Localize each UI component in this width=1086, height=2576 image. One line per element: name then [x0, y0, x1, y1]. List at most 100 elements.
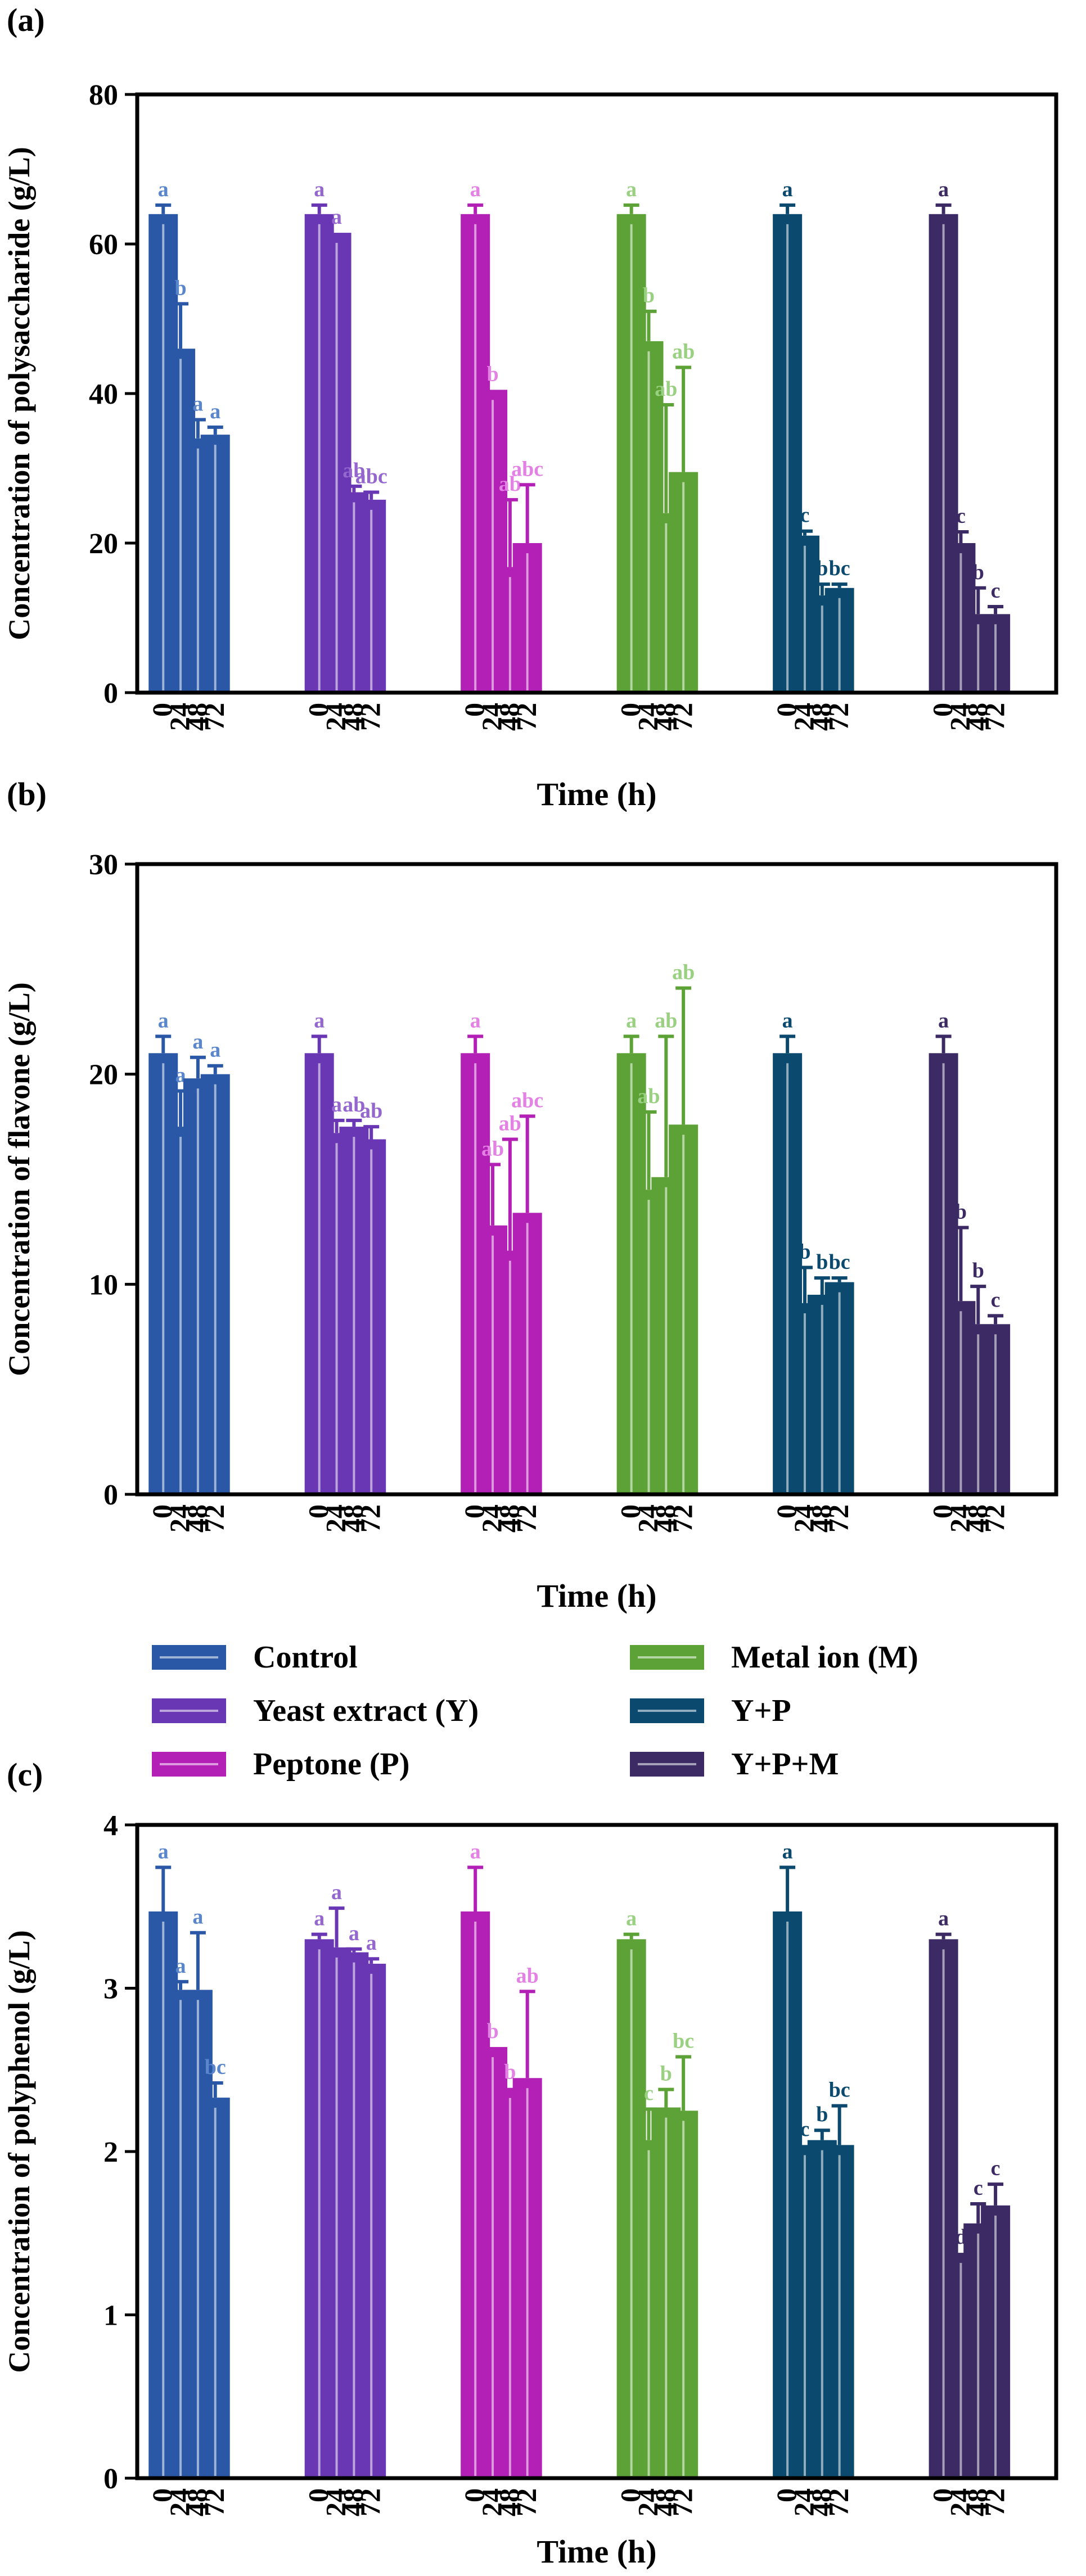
significance-label: a	[626, 178, 637, 201]
y-tick-label: 0	[103, 2463, 118, 2495]
x-tick-label: 0	[303, 2488, 334, 2502]
panel-letter: (b)	[7, 776, 47, 812]
y-tick-label: 20	[89, 528, 118, 560]
y-tick-label: 40	[89, 378, 118, 410]
significance-label: bc	[673, 2030, 694, 2053]
x-tick-label: 48	[805, 703, 837, 731]
significance-label: abc	[355, 465, 387, 489]
x-tick-label: 72	[354, 2488, 386, 2516]
chart-panel-2: (b) 0 10 20 30 Concentration of flavone (g/L)…	[2, 776, 1058, 1614]
y-axis-label: Concentration of flavone (g/L)	[2, 982, 36, 1376]
y-tick-label: 3	[103, 1973, 118, 2005]
x-tick-label: 72	[199, 2488, 230, 2516]
x-tick-label: 72	[666, 2488, 698, 2516]
significance-label: a	[938, 178, 949, 201]
x-axis-label: Time (h)	[537, 776, 656, 812]
x-tick-label: 0	[458, 2488, 490, 2502]
x-tick-label: 48	[181, 2488, 213, 2516]
x-tick-label: 24	[476, 2488, 507, 2516]
panel-letter: (a)	[7, 2, 45, 38]
x-tick-label: 24	[788, 2488, 819, 2516]
legend-item: Peptone (P)	[152, 1747, 409, 1782]
x-tick-label: 24	[320, 2488, 352, 2516]
significance-label: c	[991, 579, 1001, 603]
plot-frame	[135, 1823, 1058, 2480]
x-tick-label: 72	[823, 1504, 854, 1533]
significance-label: a	[470, 1009, 481, 1032]
x-tick-label: 72	[354, 703, 386, 731]
significance-label: bc	[205, 2055, 226, 2079]
significance-label: a	[470, 1840, 481, 1864]
chart-panel-1: (a) 0 20 40 60 80 Concentration of polysacchar…	[2, 2, 1058, 812]
significance-label: a	[366, 1931, 377, 1955]
significance-label: a	[349, 1922, 359, 1945]
x-tick-label: 72	[354, 1504, 386, 1533]
significance-label: b	[486, 362, 498, 386]
y-tick-label: 0	[103, 1479, 118, 1511]
significance-label: ab	[516, 1964, 539, 1987]
significance-label: a	[782, 1840, 793, 1864]
significance-label: c	[956, 504, 966, 528]
significance-label: ab	[672, 960, 695, 984]
x-axis-label: Time (h)	[537, 1578, 656, 1614]
x-tick-label: 72	[511, 1504, 542, 1533]
x-tick-label: 24	[944, 2488, 975, 2516]
significance-label: b	[816, 2103, 828, 2126]
x-tick-label: 48	[493, 2488, 525, 2516]
legend-item: Yeast extract (Y)	[152, 1693, 479, 1728]
x-tick-label: 0	[146, 703, 178, 717]
x-tick-label: 72	[979, 703, 1010, 731]
x-tick-label: 0	[303, 1504, 334, 1519]
x-tick-label: 72	[666, 1504, 698, 1533]
significance-label: a	[938, 1907, 949, 1931]
legend-label: Metal ion (M)	[731, 1640, 918, 1675]
x-tick-label: 24	[788, 703, 819, 731]
x-tick-label: 72	[199, 1504, 230, 1533]
y-axis-label: Concentration of polysaccharide (g/L)	[2, 147, 36, 640]
x-tick-label: 24	[164, 703, 195, 731]
x-tick-label: 0	[146, 1504, 178, 1519]
x-tick-label: 48	[649, 1504, 681, 1533]
significance-label: a	[175, 1954, 186, 1978]
significance-label: ab	[481, 1137, 504, 1160]
significance-label: ab	[655, 377, 677, 401]
x-tick-label: 24	[164, 2488, 195, 2516]
x-tick-label: 72	[979, 1504, 1010, 1533]
y-tick-label: 2	[103, 2136, 118, 2168]
legend: Control Yeast extract (Y) Peptone (P) Metal…	[152, 1640, 918, 1782]
x-tick-label: 0	[927, 1504, 958, 1519]
x-tick-label: 48	[337, 2488, 368, 2516]
legend-item: Y+P	[630, 1693, 791, 1728]
x-tick-label: 0	[303, 703, 334, 717]
significance-label: a	[314, 1009, 325, 1032]
significance-label: a	[626, 1907, 637, 1931]
significance-label: bc	[829, 557, 850, 580]
significance-label: b	[816, 557, 828, 580]
legend-label: Yeast extract (Y)	[253, 1693, 479, 1728]
x-tick-label: 0	[146, 2488, 178, 2502]
significance-label: c	[991, 1288, 1001, 1312]
x-tick-label: 48	[805, 1504, 837, 1533]
x-tick-label: 0	[927, 703, 958, 717]
x-tick-label: 72	[199, 703, 230, 731]
x-tick-label: 24	[944, 1504, 975, 1533]
x-tick-label: 48	[649, 2488, 681, 2516]
significance-label: b	[955, 1200, 967, 1223]
x-tick-label: 48	[181, 703, 213, 731]
significance-label: abc	[511, 457, 543, 481]
legend-label: Peptone (P)	[253, 1747, 409, 1782]
y-tick-label: 0	[103, 677, 118, 709]
y-tick-label: 30	[89, 849, 118, 881]
significance-label: a	[158, 178, 169, 201]
significance-label: b	[972, 561, 984, 584]
x-tick-label: 48	[337, 703, 368, 731]
x-tick-label: 24	[632, 1504, 663, 1533]
significance-label: a	[331, 1881, 342, 1904]
x-tick-label: 72	[511, 2488, 542, 2516]
x-tick-label: 24	[476, 703, 507, 731]
plot-frame	[135, 92, 1058, 695]
significance-label: a	[192, 1905, 203, 1929]
x-tick-label: 72	[823, 703, 854, 731]
x-tick-label: 0	[615, 2488, 646, 2502]
